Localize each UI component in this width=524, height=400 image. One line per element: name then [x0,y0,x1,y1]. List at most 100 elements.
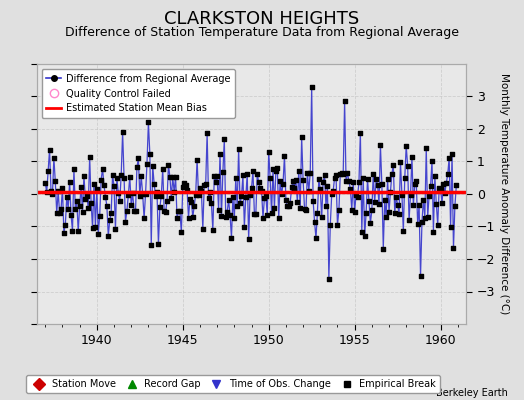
Point [396,159,405,166]
Point [260,195,269,202]
Point [234,146,243,152]
Point [280,152,289,159]
Point [451,203,459,209]
Point [118,129,127,136]
Point [89,225,97,231]
Point [370,199,379,205]
Point [228,194,237,200]
Point [226,212,234,218]
Point [210,173,219,180]
Point [304,188,313,194]
Point [266,175,275,182]
Point [233,203,242,210]
Point [71,206,80,212]
Point [159,166,167,172]
Point [418,219,426,225]
Point [276,177,285,184]
Point [339,171,347,177]
Point [277,191,286,198]
Point [213,173,221,179]
Point [199,226,207,232]
Point [400,175,409,181]
Point [47,188,55,194]
Point [394,202,402,208]
Point [85,154,94,160]
Point [200,182,209,188]
Point [204,195,213,202]
Point [261,192,270,199]
Point [345,178,353,184]
Point [217,213,226,219]
Point [286,200,294,206]
Point [193,156,201,163]
Point [252,211,260,218]
Point [138,191,147,198]
Point [185,196,194,202]
Point [409,202,418,208]
Point [351,208,359,215]
Point [113,175,121,181]
Point [75,203,84,210]
Point [365,198,373,204]
Point [137,173,146,179]
Point [128,190,137,196]
Point [273,164,281,171]
Point [130,208,138,214]
Point [44,168,52,174]
Point [52,210,61,216]
Point [114,190,123,196]
Point [346,186,355,192]
Point [121,218,129,225]
Point [417,273,425,279]
Point [177,229,185,235]
Point [83,192,91,199]
Point [157,192,166,199]
Text: Berkeley Earth: Berkeley Earth [436,388,508,398]
Point [269,166,277,172]
Point [316,186,324,192]
Point [132,208,140,215]
Point [60,230,68,236]
Point [187,198,195,205]
Point [275,214,283,221]
Point [267,210,276,216]
Point [293,199,301,205]
Point [413,220,422,227]
Point [436,186,445,193]
Point [379,245,387,252]
Point [336,171,344,177]
Point [388,171,396,177]
Point [216,150,224,157]
Point [219,169,227,176]
Point [236,200,244,206]
Point [212,178,220,185]
Point [359,175,367,182]
Point [170,188,178,195]
Point [144,119,152,126]
Point [214,207,223,213]
Point [312,235,320,242]
Point [429,228,438,235]
Point [374,181,382,188]
Point [402,142,410,149]
Point [151,193,160,199]
Point [48,191,57,198]
Point [180,180,189,186]
Point [117,172,125,178]
Point [169,174,177,181]
Point [333,222,342,228]
Point [223,208,232,215]
Point [313,210,322,216]
Point [222,213,230,220]
Point [449,245,457,251]
Point [196,185,204,191]
Point [376,142,385,148]
Point [239,172,247,179]
Point [347,206,356,213]
Point [309,197,318,204]
Point [349,178,357,185]
Point [202,181,210,187]
Point [91,224,100,230]
Point [342,178,350,184]
Point [206,189,214,195]
